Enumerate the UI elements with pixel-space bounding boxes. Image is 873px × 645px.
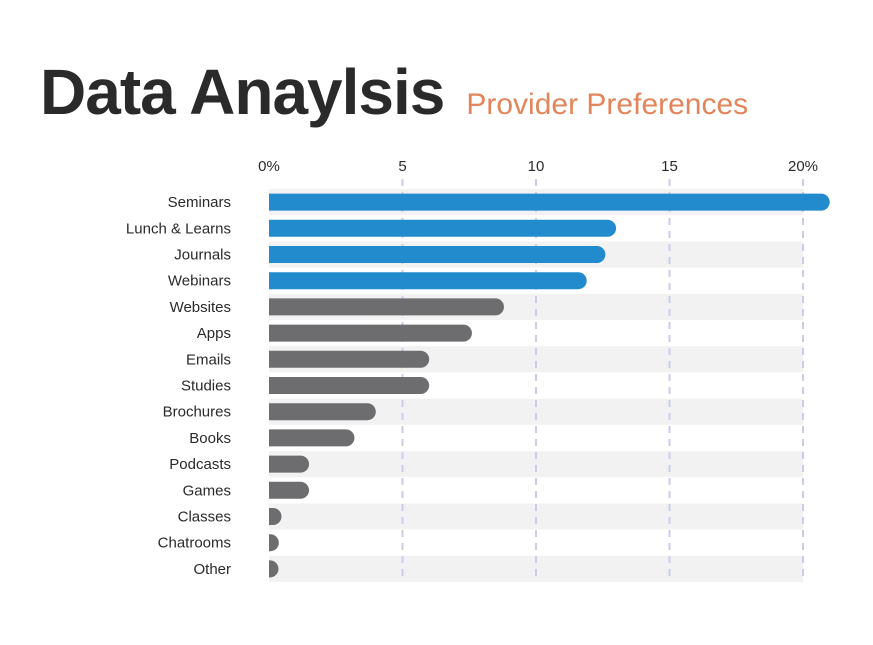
bar-apps [269,324,472,342]
category-label: Brochures [163,404,231,421]
x-tick-label: 20% [788,158,818,175]
category-label: Books [189,430,231,447]
x-tick-label: 15 [661,158,678,175]
bar-games [269,481,310,499]
bar-lunch-learns [269,219,617,237]
category-label: Journals [174,247,231,264]
bar-journals [269,246,606,263]
category-label: Apps [197,325,231,342]
category-label: Games [183,482,231,499]
bar-podcasts [269,455,310,473]
x-tick-label: 10 [528,158,545,175]
bar-other [269,560,279,578]
bar-webinars [269,272,587,290]
bar-studies [269,377,430,394]
bar-seminars [269,193,830,211]
bar-brochures [269,403,376,421]
page-subtitle: Provider Preferences [466,88,749,121]
x-tick-label: 0% [258,158,280,175]
category-label: Websites [170,299,231,316]
bar-websites [269,298,504,316]
category-label: Webinars [168,273,231,290]
category-label: Chatrooms [158,535,231,552]
bar-emails [269,350,430,368]
bar-books [269,429,355,447]
page-title: Data Anaylsis [40,56,445,128]
category-label: Classes [178,509,231,526]
category-label: Other [193,561,231,578]
category-label: Podcasts [169,456,231,473]
category-label: Seminars [168,194,231,211]
title-row: Data Anaylsis Provider Preferences [40,60,748,124]
x-tick-label: 5 [398,158,406,175]
category-label: Emails [186,351,231,368]
bar-chatrooms [269,534,279,552]
bar-classes [269,508,282,525]
category-label: Lunch & Learns [126,220,231,237]
category-label: Studies [181,378,231,395]
